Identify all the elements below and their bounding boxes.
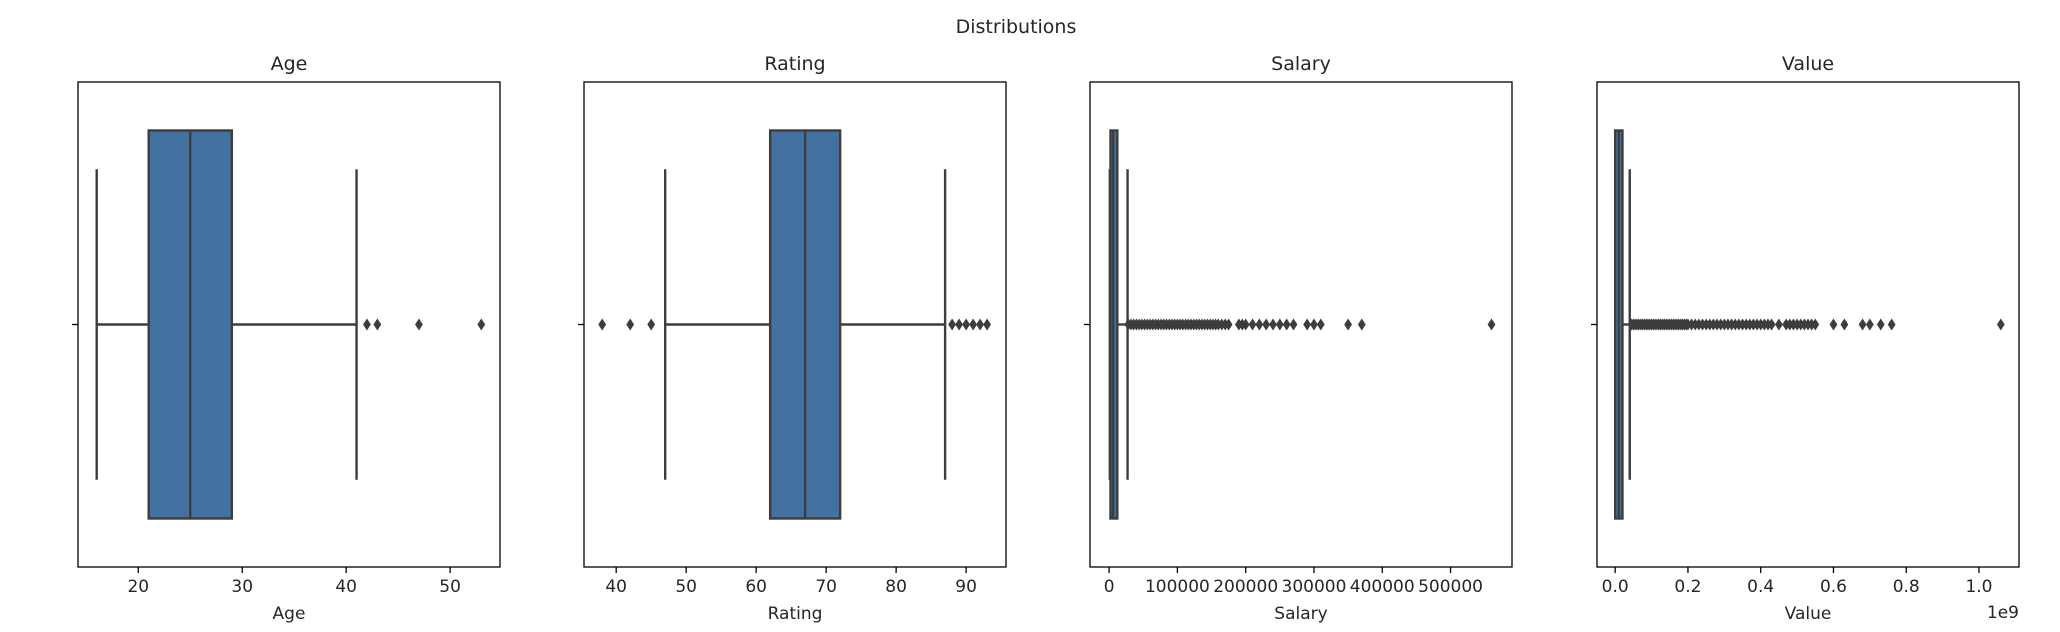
outlier-point	[1858, 318, 1867, 331]
subplot-title: Age	[271, 53, 308, 75]
outlier-point	[976, 318, 985, 331]
x-axis-label: Age	[273, 604, 306, 624]
outlier-point	[1255, 318, 1264, 331]
outlier-point	[1357, 318, 1366, 331]
outlier-point	[626, 318, 635, 331]
outlier-point	[1303, 318, 1312, 331]
outlier-point	[1876, 318, 1885, 331]
outlier-point	[1262, 318, 1271, 331]
x-tick-label: 0.6	[1820, 577, 1847, 597]
x-tick-label: 40	[335, 577, 357, 597]
subplot-title: Salary	[1271, 53, 1331, 75]
x-tick-label: 1.0	[1965, 577, 1992, 597]
outlier-point	[373, 318, 382, 331]
outlier-point	[983, 318, 992, 331]
x-tick-label: 50	[675, 577, 697, 597]
outlier-point	[1316, 318, 1325, 331]
outlier-point	[948, 318, 957, 331]
outlier-point	[415, 318, 423, 331]
x-axis-label: Salary	[1274, 604, 1327, 624]
x-tick-label: 30	[231, 577, 253, 597]
outlier-point	[1996, 318, 2005, 331]
outlier-point	[363, 318, 371, 331]
x-tick-label: 0.0	[1602, 577, 1629, 597]
x-tick-label: 100000	[1145, 577, 1210, 597]
x-tick-label: 200000	[1213, 577, 1278, 597]
x-tick-label: 500000	[1418, 577, 1483, 597]
outlier-point	[1767, 318, 1776, 331]
outlier-point	[1241, 318, 1250, 331]
subplots: Age 20 30 40 50 Age Rating 40 50 60 70 80 90 Rating Sa…	[72, 53, 2020, 624]
outlier-point	[962, 318, 971, 331]
x-tick-label: 60	[745, 577, 767, 597]
x-axis-label: Rating	[768, 604, 823, 624]
x-tick-label: 0	[1104, 577, 1115, 597]
x-axis-label: Value	[1785, 604, 1832, 624]
outlier-point	[969, 318, 978, 331]
x-tick-label: 0.8	[1893, 577, 1920, 597]
outlier-point	[1275, 318, 1284, 331]
x-tick-label: 0.2	[1674, 577, 1701, 597]
outlier-point	[1282, 318, 1291, 331]
outlier-point	[1269, 318, 1277, 331]
outlier-point	[1865, 318, 1874, 331]
outlier-point	[1224, 318, 1233, 331]
x-tick-label: 80	[885, 577, 907, 597]
outlier-point	[1248, 318, 1257, 331]
outlier-point	[477, 318, 486, 331]
outlier-point	[1310, 318, 1318, 331]
subplot-rating: Rating 40 50 60 70 80 90 Rating	[578, 53, 1007, 624]
subplot-title: Rating	[764, 53, 825, 75]
x-tick-label: 90	[955, 577, 977, 597]
x-tick-label: 400000	[1350, 577, 1415, 597]
x-tick-label: 0.4	[1747, 577, 1774, 597]
outlier-point	[1829, 318, 1838, 331]
outlier-point	[1774, 318, 1783, 331]
x-tick-label: 50	[439, 577, 461, 597]
outlier-point	[598, 318, 607, 331]
x-tick-label: 300000	[1282, 577, 1347, 597]
subplot-salary: Salary 0 100000 200000 300000 400000 500000 Sal…	[1084, 53, 1513, 624]
outlier-point	[1487, 318, 1496, 331]
x-tick-label: 40	[605, 577, 627, 597]
outlier-point	[1887, 318, 1896, 331]
outlier-point	[955, 318, 964, 331]
subplot-value: Value 0.0 0.2 0.4 0.6 0.8 1.0 Value 1e9	[1591, 53, 2020, 624]
x-tick-label: 20	[127, 577, 149, 597]
figure-title: Distributions	[956, 16, 1077, 38]
subplot-title: Value	[1782, 53, 1834, 75]
outlier-point	[1289, 318, 1298, 331]
x-tick-label: 70	[815, 577, 837, 597]
subplot-age: Age 20 30 40 50 Age	[72, 53, 501, 624]
outlier-point	[1840, 318, 1849, 331]
outlier-point	[647, 318, 656, 331]
outlier-point	[1344, 318, 1353, 331]
outlier-point	[1811, 318, 1820, 331]
x-offset-label: 1e9	[1987, 603, 2019, 623]
